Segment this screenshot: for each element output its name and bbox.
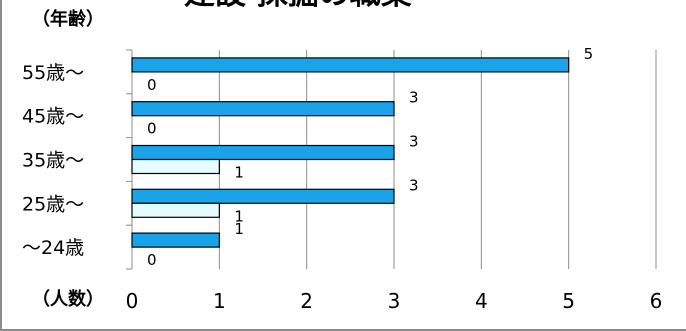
bar-series1-3 <box>131 202 220 218</box>
labels: 0 1 2 3 4 5 6 55歳～ 5 0 45歳～ 3 0 35歳～ 3 1 25歳～ 3 1 ～24歳 1 0 <box>22 45 662 313</box>
data-label-series1-2: 1 <box>234 164 244 182</box>
data-label-series0-3: 3 <box>409 176 419 194</box>
axes <box>126 49 133 270</box>
data-label-series0-4: 1 <box>234 220 244 238</box>
data-label-series1-4: 0 <box>147 251 157 269</box>
bar-series0-4 <box>131 232 220 248</box>
bar-series0-1 <box>131 101 395 117</box>
data-label-series1-1: 0 <box>147 120 157 138</box>
x-axis-title: （人数） <box>32 288 104 310</box>
category-label-0: 55歳～ <box>22 62 84 84</box>
data-label-series0-2: 3 <box>409 133 419 151</box>
chart-title: 建設 採掘の職業 <box>184 0 412 12</box>
x-tick-label-4: 4 <box>475 289 488 313</box>
x-tick-label-1: 1 <box>213 289 226 313</box>
x-tick-label-6: 6 <box>650 289 663 313</box>
data-label-series0-1: 3 <box>409 89 419 107</box>
x-tick-label-3: 3 <box>388 289 401 313</box>
category-label-2: 35歳～ <box>22 150 84 172</box>
bar-series0-2 <box>131 144 395 161</box>
data-label-series1-0: 0 <box>147 76 157 94</box>
category-label-4: ～24歳 <box>22 237 84 259</box>
bar-series0-3 <box>131 188 395 204</box>
x-tick-label-0: 0 <box>126 289 139 313</box>
x-tick-label-2: 2 <box>300 289 313 313</box>
x-tick-label-5: 5 <box>562 289 575 313</box>
bars <box>131 57 570 248</box>
bar-series1-2 <box>131 158 220 175</box>
y-axis-title: （年齢） <box>32 8 104 30</box>
data-label-series1-3: 1 <box>234 207 244 225</box>
category-label-3: 25歳～ <box>22 193 84 215</box>
data-label-series0-0: 5 <box>584 45 594 63</box>
bar-series0-0 <box>131 57 570 73</box>
category-label-1: 45歳～ <box>22 106 84 128</box>
